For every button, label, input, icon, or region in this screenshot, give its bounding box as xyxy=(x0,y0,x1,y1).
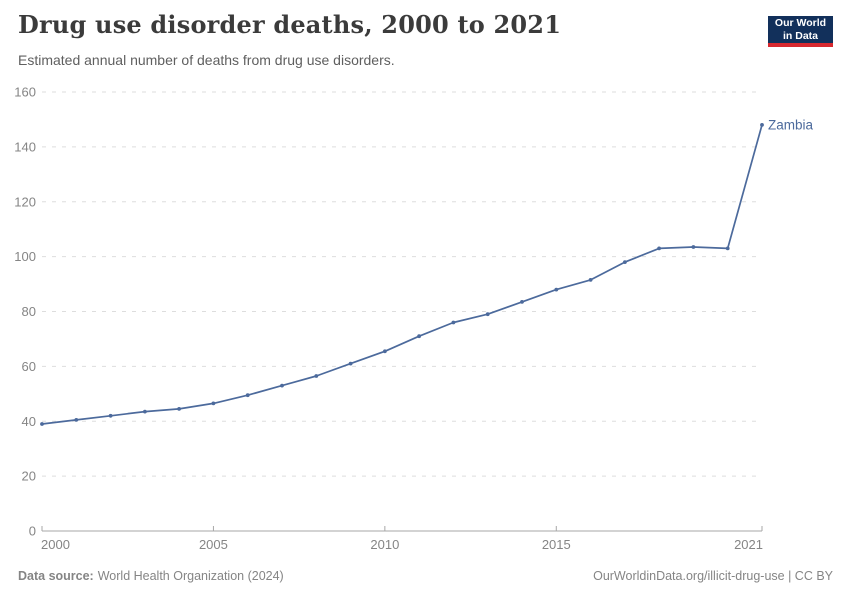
data-point-2014[interactable] xyxy=(520,300,524,304)
data-point-2008[interactable] xyxy=(314,374,319,378)
data-source-label: Data source: xyxy=(18,569,94,583)
owid-logo[interactable]: Our World in Data xyxy=(768,16,833,47)
data-source-value: World Health Organization (2024) xyxy=(97,569,284,583)
data-point-2012[interactable] xyxy=(451,320,456,325)
data-point-2001[interactable] xyxy=(74,418,79,422)
data-point-2011[interactable] xyxy=(417,334,421,339)
y-axis-label-160: 160 xyxy=(14,85,36,100)
y-axis-label-80: 80 xyxy=(22,304,36,319)
x-axis-label-2010: 2010 xyxy=(370,537,399,552)
data-point-2017[interactable] xyxy=(623,260,627,264)
x-axis-label-2021: 2021 xyxy=(734,537,763,552)
chart-subtitle: Estimated annual number of deaths from d… xyxy=(18,52,395,68)
data-point-2015[interactable] xyxy=(554,287,559,292)
data-point-2009[interactable] xyxy=(348,361,353,366)
y-axis-label-100: 100 xyxy=(14,249,36,264)
owid-logo-line2: in Data xyxy=(782,29,818,42)
data-point-2006[interactable] xyxy=(245,393,250,398)
y-axis-label-120: 120 xyxy=(14,194,36,209)
data-point-2003[interactable] xyxy=(143,409,147,414)
data-point-2021[interactable] xyxy=(760,123,764,127)
x-axis-label-2000: 2000 xyxy=(41,537,70,552)
series-end-label-zambia[interactable]: Zambia xyxy=(768,117,814,132)
data-point-2002[interactable] xyxy=(108,413,113,418)
owid-logo-line1: Our World xyxy=(774,16,827,29)
y-axis-label-0: 0 xyxy=(29,524,36,539)
data-point-2020[interactable] xyxy=(725,246,730,251)
page-title: Drug use disorder deaths, 2000 to 2021 xyxy=(18,10,562,39)
credit-link[interactable]: OurWorldinData.org/illicit-drug-use | CC… xyxy=(593,569,833,583)
x-axis-label-2015: 2015 xyxy=(542,537,571,552)
chart-footer: Data source: World Health Organization (2… xyxy=(18,569,833,583)
data-point-2010[interactable] xyxy=(383,349,387,354)
data-point-2004[interactable] xyxy=(177,407,182,411)
x-axis-label-2005: 2005 xyxy=(199,537,228,552)
series-line-zambia[interactable] xyxy=(41,124,763,425)
data-point-2013[interactable] xyxy=(485,312,490,317)
data-point-2000[interactable] xyxy=(40,422,44,426)
data-source: Data source: World Health Organization (2… xyxy=(18,569,284,583)
data-point-2005[interactable] xyxy=(211,401,216,406)
data-point-2019[interactable] xyxy=(691,245,696,249)
y-axis-label-60: 60 xyxy=(22,359,36,374)
y-axis-label-40: 40 xyxy=(22,414,36,429)
y-axis-label-140: 140 xyxy=(14,139,36,154)
y-axis-label-20: 20 xyxy=(22,469,36,484)
data-point-2018[interactable] xyxy=(657,246,661,251)
data-point-2016[interactable] xyxy=(588,278,593,282)
data-point-2007[interactable] xyxy=(280,383,284,388)
